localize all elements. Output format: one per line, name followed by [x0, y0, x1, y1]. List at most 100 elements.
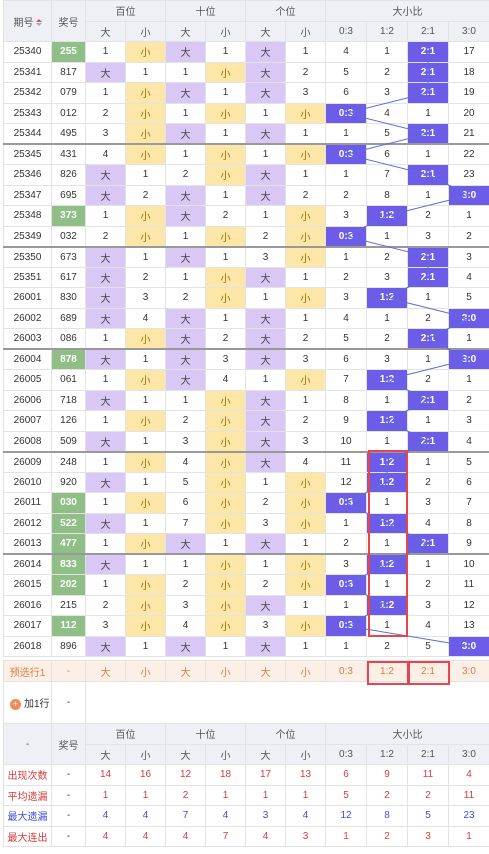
ratio-cell: 1 — [325, 164, 367, 186]
digit-cell: 大 — [85, 287, 126, 309]
table-row[interactable]: 25341 817 大 1 1 小大 2 5 2 2:1 18 — [3, 61, 489, 83]
ratio-cell: 8 — [325, 389, 367, 411]
digit-cell: 小 — [285, 492, 326, 514]
ratio-hit-cell: 0:3 — [325, 102, 367, 124]
table-row[interactable]: 25345 431 4 小 1 小 1 小 0:3 6 1 22 — [3, 143, 489, 165]
stats-value: 2 — [407, 784, 449, 806]
table-row[interactable]: 26017 112 3 小 4 小 3 小 0:3 1 4 13 — [3, 615, 489, 637]
add-row-button[interactable]: + 加1行 — [3, 681, 52, 724]
digit-cell: 2 — [165, 164, 206, 186]
sort-icon[interactable] — [35, 19, 42, 27]
digit-cell: 5 — [165, 471, 206, 493]
table-row[interactable]: 26001 830 大 3 2 小 1 小 3 1:2 1 5 — [3, 287, 489, 309]
table-row[interactable]: 26016 215 2 小 3 小大 1 1 1:2 3 12 — [3, 594, 489, 616]
table-row[interactable]: 25342 079 1 小大 1 大 3 6 3 2:1 19 — [3, 82, 489, 104]
digit-cell: 1 — [125, 61, 166, 83]
predict-cell[interactable]: 1:2 — [366, 660, 408, 682]
table-row[interactable]: 26005 061 1 小大 4 1 小 7 1:2 2 1 — [3, 369, 489, 391]
period-cell: 26003 — [3, 328, 52, 350]
predict-cell[interactable]: 2:1 — [407, 660, 449, 682]
table-row[interactable]: 26012 522 大 1 7 小 3 小 1 1:2 4 8 — [3, 512, 489, 534]
ratio-cell: 7 — [448, 492, 489, 514]
table-row[interactable]: 26014 833 大 1 1 小 1 小 3 1:2 1 10 — [3, 553, 489, 575]
period-header[interactable]: 期号 — [3, 0, 52, 42]
digit-cell: 大 — [85, 348, 126, 370]
ratio-cell: 3 — [366, 82, 408, 104]
table-row[interactable]: 25351 617 大 2 1 小大 1 2 3 2:1 4 — [3, 266, 489, 288]
table-row[interactable]: 26004 878 大 1 大 3 大 3 6 3 1 3:0 — [3, 348, 489, 370]
period-cell: 26009 — [3, 450, 52, 473]
predict-cell[interactable]: 大 — [245, 660, 286, 682]
digit-cell: 小 — [285, 512, 326, 534]
predict-cell[interactable]: 小 — [285, 660, 326, 682]
table-row[interactable]: 26008 509 大 1 3 小大 3 10 1 2:1 4 — [3, 430, 489, 452]
draw-number-cell: 896 — [51, 635, 86, 657]
predict-cell[interactable]: 大 — [85, 660, 126, 682]
digit-cell: 小 — [205, 615, 246, 637]
ratio-label: 0:3 — [325, 743, 367, 765]
digit-cell: 1 — [85, 369, 126, 391]
table-row[interactable]: 25343 012 2 小 1 小 1 小 0:3 4 1 20 — [3, 102, 489, 124]
ratio-cell: 19 — [448, 82, 489, 104]
predict-cell[interactable]: 0:3 — [325, 660, 367, 682]
draw-number-cell: 833 — [51, 553, 86, 575]
stats-value: 2 — [366, 825, 408, 847]
table-row[interactable]: 25348 373 1 小大 2 1 小 3 1:2 2 1 — [3, 205, 489, 227]
table-row[interactable]: 26013 477 1 小大 1 大 1 2 1 2:1 9 — [3, 533, 489, 555]
table-row[interactable]: 26018 896 大 1 大 1 大 1 1 2 5 3:0 — [3, 635, 489, 657]
table-row[interactable]: 26010 920 大 1 5 小 1 小 12 1:2 2 6 — [3, 471, 489, 493]
predict-cell[interactable]: 小 — [205, 660, 246, 682]
big-label: 大 — [245, 743, 286, 765]
digit-cell: 大 — [85, 389, 126, 411]
table-row[interactable]: 26011 030 1 小 6 小 2 小 0:3 1 3 7 — [3, 492, 489, 514]
digit-cell: 1 — [285, 533, 326, 555]
ratio-label: 3:0 — [448, 743, 489, 765]
predict-cell[interactable]: 大 — [165, 660, 206, 682]
digit-cell: 1 — [245, 205, 286, 227]
footer-dash: - — [3, 723, 52, 765]
stats-value: 16 — [125, 764, 166, 786]
table-row[interactable]: 26003 086 1 小大 2 大 2 5 2 2:1 1 — [3, 328, 489, 350]
predict-cell[interactable]: 3:0 — [448, 660, 489, 682]
draw-number-cell: 477 — [51, 533, 86, 555]
table-row[interactable]: 25350 673 大 1 大 1 3 小 1 2 2:1 3 — [3, 245, 489, 268]
digit-cell: 3 — [245, 512, 286, 534]
digit-cell: 大 — [245, 533, 286, 555]
ratio-label: 0:3 — [325, 20, 367, 42]
table-row[interactable]: 26009 248 1 小 4 小大 4 11 1:2 1 5 — [3, 450, 489, 473]
ratio-cell: 8 — [366, 184, 408, 206]
digit-cell: 1 — [125, 430, 166, 452]
ratio-hit-cell: 0:3 — [325, 143, 367, 165]
digit-cell: 小 — [125, 615, 166, 637]
stats-value: 12 — [325, 805, 367, 827]
small-label: 小 — [285, 743, 326, 765]
table-row[interactable]: 25340 255 1 小大 1 大 1 4 1 2:1 17 — [3, 41, 489, 63]
ratio-cell: 1 — [407, 102, 449, 124]
period-cell: 26001 — [3, 287, 52, 309]
ratio-hit-cell: 3:0 — [448, 184, 489, 206]
ratio-cell: 7 — [325, 369, 367, 391]
table-row[interactable]: 26006 718 大 1 1 小大 1 8 1 2:1 2 — [3, 389, 489, 411]
table-row[interactable]: 25344 495 3 小大 1 大 1 1 5 2:1 21 — [3, 123, 489, 145]
draw-number-cell: 215 — [51, 594, 86, 616]
trend-table: 期号 奖号 百位 十位 个位 大小比 大 小 大 小 大 小 0:3 1:2 2… — [3, 0, 489, 657]
period-cell: 25345 — [3, 143, 52, 165]
predict-cell[interactable]: 小 — [125, 660, 166, 682]
table-row[interactable]: 25349 032 2 小 1 小 2 小 0:3 1 3 2 — [3, 225, 489, 247]
table-row[interactable]: 26002 689 大 4 大 1 大 1 4 1 2 3:0 — [3, 307, 489, 329]
table-row[interactable]: 26007 126 1 小 2 小大 2 9 1:2 1 3 — [3, 410, 489, 432]
digit-cell: 小 — [285, 471, 326, 493]
digit-cell: 1 — [85, 328, 126, 350]
prediction-row[interactable]: 预选行1 - 大 小 大 小 大 小 0:3 1:2 2:1 3:0 — [3, 660, 489, 682]
period-cell: 26018 — [3, 635, 52, 657]
digit-cell: 4 — [285, 450, 326, 473]
table-row[interactable]: 25346 826 大 1 2 小大 1 1 7 2:1 23 — [3, 164, 489, 186]
table-row[interactable]: 26015 202 1 小 2 小 2 小 0:3 1 2 11 — [3, 574, 489, 596]
stats-value: 5 — [325, 784, 367, 806]
period-cell: 26008 — [3, 430, 52, 452]
digit-cell: 1 — [85, 41, 126, 63]
ratio-cell: 10 — [448, 553, 489, 575]
table-row[interactable]: 25347 695 大 2 大 1 大 2 2 8 1 3:0 — [3, 184, 489, 206]
period-cell: 26014 — [3, 553, 52, 575]
digit-cell: 1 — [205, 533, 246, 555]
